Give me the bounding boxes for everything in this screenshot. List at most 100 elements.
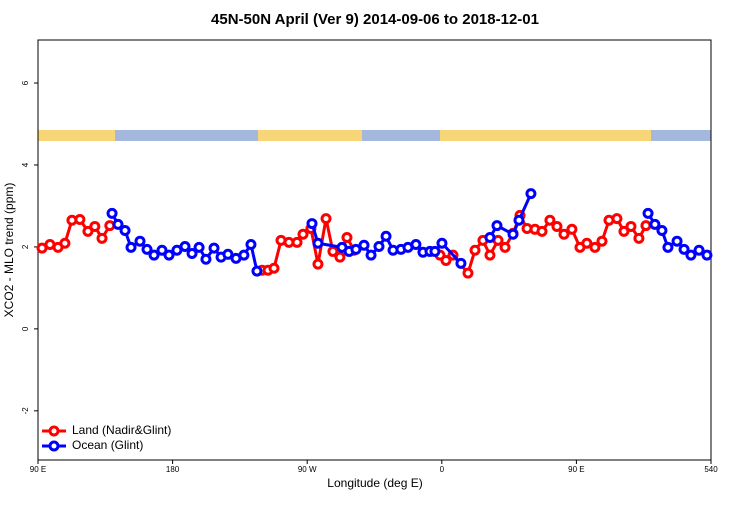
data-point [513,214,525,226]
data-point [208,242,220,254]
legend-entry: Land (Nadir&Glint) [42,423,171,437]
data-point [74,213,86,225]
data-point [245,238,257,250]
data-point [291,236,303,248]
data-point [462,267,474,279]
data-point [222,248,234,260]
data-point [358,239,370,251]
data-point [484,249,496,261]
data-point [536,225,548,237]
data-point [581,237,593,249]
legend-label: Ocean (Glint) [72,438,143,452]
data-point [596,235,608,247]
y-tick-label: -2 [21,407,30,415]
data-point [507,228,519,240]
data-point [618,225,630,237]
ocean-strip [38,130,711,141]
land-strip [38,130,115,141]
x-tick-label: 0 [440,465,445,474]
data-point [373,241,385,253]
y-axis-label: XCO2 - MLO trend (ppm) [2,183,16,318]
data-point [525,188,537,200]
legend-label: Land (Nadir&Glint) [72,423,171,437]
land-ocean-strip [38,130,711,141]
x-tick-label: 90 E [30,465,46,474]
x-tick-label: 90 W [298,465,317,474]
data-point [429,245,441,257]
series [106,188,713,277]
legend-entry: Ocean (Glint) [42,438,143,452]
data-point [82,225,94,237]
data-point [685,249,697,261]
data-point [350,243,362,255]
data-point [662,241,674,253]
data-point [268,262,280,274]
land-strip [258,130,362,141]
data-point [693,244,705,256]
data-point [238,249,250,261]
data-point [134,235,146,247]
data-point [484,232,496,244]
x-tick-label: 90 E [568,465,584,474]
data-point [625,220,637,232]
chart-title: 45N-50N April (Ver 9) 2014-09-06 to 2018… [211,11,539,28]
data-point [544,214,556,226]
data-point [59,237,71,249]
data-point [341,232,353,244]
data-point [251,265,263,277]
data-point [701,249,713,261]
data-point [148,249,160,261]
y-tick-label: 4 [21,162,30,167]
data-point [119,225,131,237]
data-point [551,220,563,232]
data-point [491,220,503,232]
data-point [589,241,601,253]
data-point [380,230,392,242]
data-point [671,235,683,247]
data-point [566,223,578,235]
data-point [104,220,116,232]
y-tick-label: 6 [21,80,30,85]
data-point [436,237,448,249]
data-point [499,241,511,253]
data-point [633,232,645,244]
data-point [678,243,690,255]
legend-marker [48,440,60,452]
land-strip [440,130,651,141]
data-point [112,218,124,230]
y-tick-label: 0 [21,326,30,331]
data-point [312,237,324,249]
data-point [334,251,346,263]
data-point [440,254,452,266]
data-point [141,243,153,255]
data-point [649,218,661,230]
data-point [193,241,205,253]
data-point [312,258,324,270]
legend-marker [48,425,60,437]
data-point [455,257,467,269]
data-point [656,225,668,237]
y-tick-label: 2 [21,244,30,249]
data-point [327,245,339,257]
data-point [558,228,570,240]
data-point [186,247,198,259]
data-point [320,213,332,225]
data-point [163,249,175,261]
data-point [297,228,309,240]
data-point [410,238,422,250]
data-point [469,244,481,256]
x-tick-label: 180 [166,465,180,474]
data-point [156,244,168,256]
data-point [306,218,318,230]
data-point [89,220,101,232]
data-point [200,253,212,265]
data-point [365,249,377,261]
x-axis-label: Longitude (deg E) [327,476,422,490]
data-point [179,241,191,253]
data-point [642,207,654,219]
data-point [106,207,118,219]
data-point [96,232,108,244]
x-tick-label: 540 [704,465,718,474]
data-point [611,213,623,225]
